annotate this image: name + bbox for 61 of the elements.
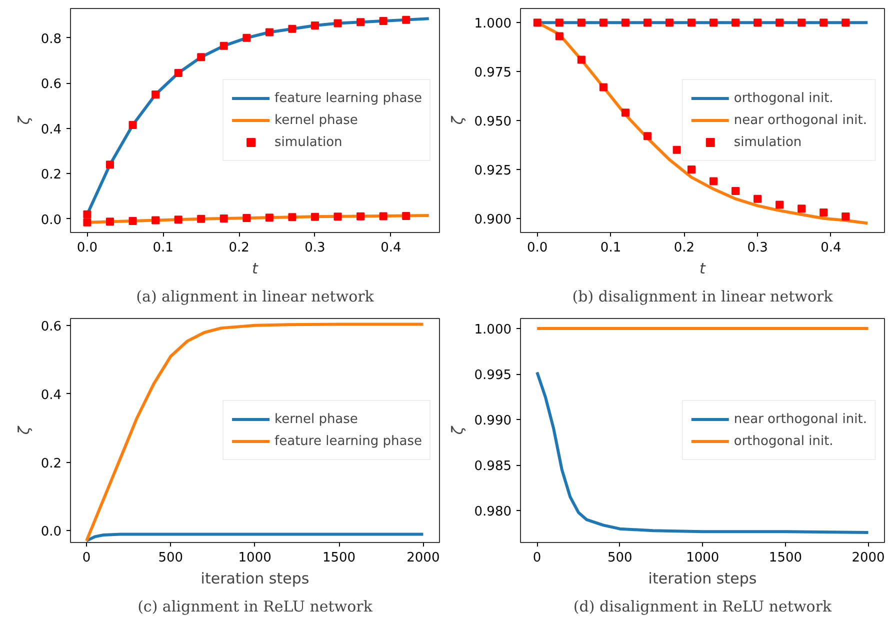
- x-axis-title: t: [700, 260, 707, 278]
- x-tick-label: 0.2: [228, 240, 250, 256]
- text: (a) alignment in linear network: [136, 288, 375, 306]
- x-tick-label: 0.1: [152, 240, 174, 256]
- y-tick-label: 1.000: [474, 322, 512, 338]
- x-tick-label: 500: [158, 550, 184, 566]
- x-tick-label: 0.3: [747, 240, 768, 256]
- y-tick-label: 0.950: [474, 114, 512, 130]
- x-tick-label: 0.4: [820, 240, 842, 256]
- y-tick-label: 0.985: [474, 459, 512, 474]
- x-tick-label: 1500: [322, 550, 356, 566]
- y-tick-label: 0.0: [40, 524, 62, 540]
- y-tick-label: 0.2: [40, 456, 62, 472]
- y-tick-label: 0.0: [40, 212, 62, 228]
- x-tick-label: 2000: [852, 550, 885, 566]
- y-tick-label: 0.2: [40, 168, 62, 183]
- x-axis-title: t: [252, 260, 260, 278]
- text: (c) alignment in ReLU network: [138, 598, 374, 616]
- x-axis-title: iteration steps: [648, 570, 757, 588]
- y-axis-title: ζ: [448, 116, 466, 126]
- y-tick-label: 0.925: [474, 163, 512, 178]
- legend-label: simulation: [274, 134, 342, 150]
- x-tick-label: 0.0: [76, 240, 98, 256]
- y-tick-label: 0.990: [474, 414, 512, 429]
- y-tick-label: 1.000: [474, 16, 512, 32]
- y-axis-title: ζ: [14, 426, 33, 436]
- x-axis-title: iteration steps: [200, 570, 310, 588]
- legend-label: feature learning phase: [274, 90, 422, 106]
- y-tick-label: 0.980: [474, 504, 512, 520]
- y-tick-label: 0.8: [40, 32, 62, 47]
- x-tick-label: 2000: [406, 550, 440, 566]
- x-tick-label: 500: [607, 550, 632, 566]
- x-tick-label: 1000: [686, 550, 720, 566]
- y-tick-label: 0.900: [474, 212, 512, 228]
- y-tick-label: 0.995: [474, 368, 512, 384]
- legend-label: orthogonal init.: [734, 434, 834, 448]
- y-axis-title: ζ: [14, 116, 33, 126]
- text: (b) disalignment in linear network: [572, 288, 834, 306]
- x-tick-label: 0: [82, 550, 91, 566]
- text: (d) disalignment in ReLU network: [573, 598, 832, 616]
- y-tick-label: 0.6: [40, 77, 62, 92]
- x-tick-label: 0.4: [380, 240, 402, 256]
- y-axis-title: ζ: [448, 426, 466, 436]
- legend-label: feature learning phase: [274, 434, 422, 448]
- legend-label: simulation: [734, 134, 802, 150]
- x-tick-label: 1000: [238, 550, 272, 566]
- y-tick-label: 0.4: [40, 388, 62, 403]
- y-tick-label: 0.6: [40, 320, 62, 335]
- x-tick-label: 1500: [768, 550, 802, 566]
- y-tick-label: 0.975: [474, 66, 512, 81]
- x-tick-label: 0.2: [674, 240, 695, 256]
- legend-label: kernel phase: [274, 112, 358, 128]
- legend-label: near orthogonal init.: [734, 412, 867, 426]
- x-tick-label: 0.3: [304, 240, 326, 256]
- x-tick-label: 0: [532, 550, 542, 566]
- y-tick-label: 0.4: [40, 122, 62, 138]
- legend-label: kernel phase: [274, 412, 358, 426]
- legend-label: orthogonal init.: [734, 90, 834, 106]
- legend-label: near orthogonal init.: [734, 112, 867, 128]
- x-tick-label: 0.1: [600, 240, 622, 256]
- x-tick-label: 0.0: [527, 240, 548, 256]
